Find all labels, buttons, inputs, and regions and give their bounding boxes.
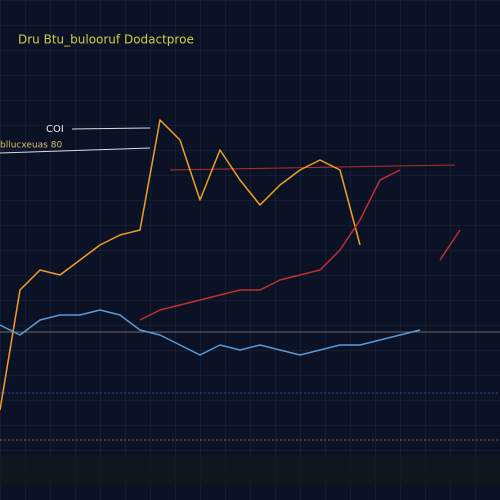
- annotation: bllucxeuas 80: [0, 141, 62, 151]
- volume-strip: [0, 455, 500, 485]
- annotation: COI: [46, 124, 64, 135]
- annotation-line: [71, 127, 151, 130]
- series-line: [139, 169, 461, 321]
- guide-line: [169, 164, 456, 171]
- chart-title: Dru Btu_bulooruf Dodactproe: [18, 33, 194, 47]
- series-line: [0, 309, 421, 356]
- annotation-line: [0, 147, 151, 154]
- series-line: [0, 119, 361, 411]
